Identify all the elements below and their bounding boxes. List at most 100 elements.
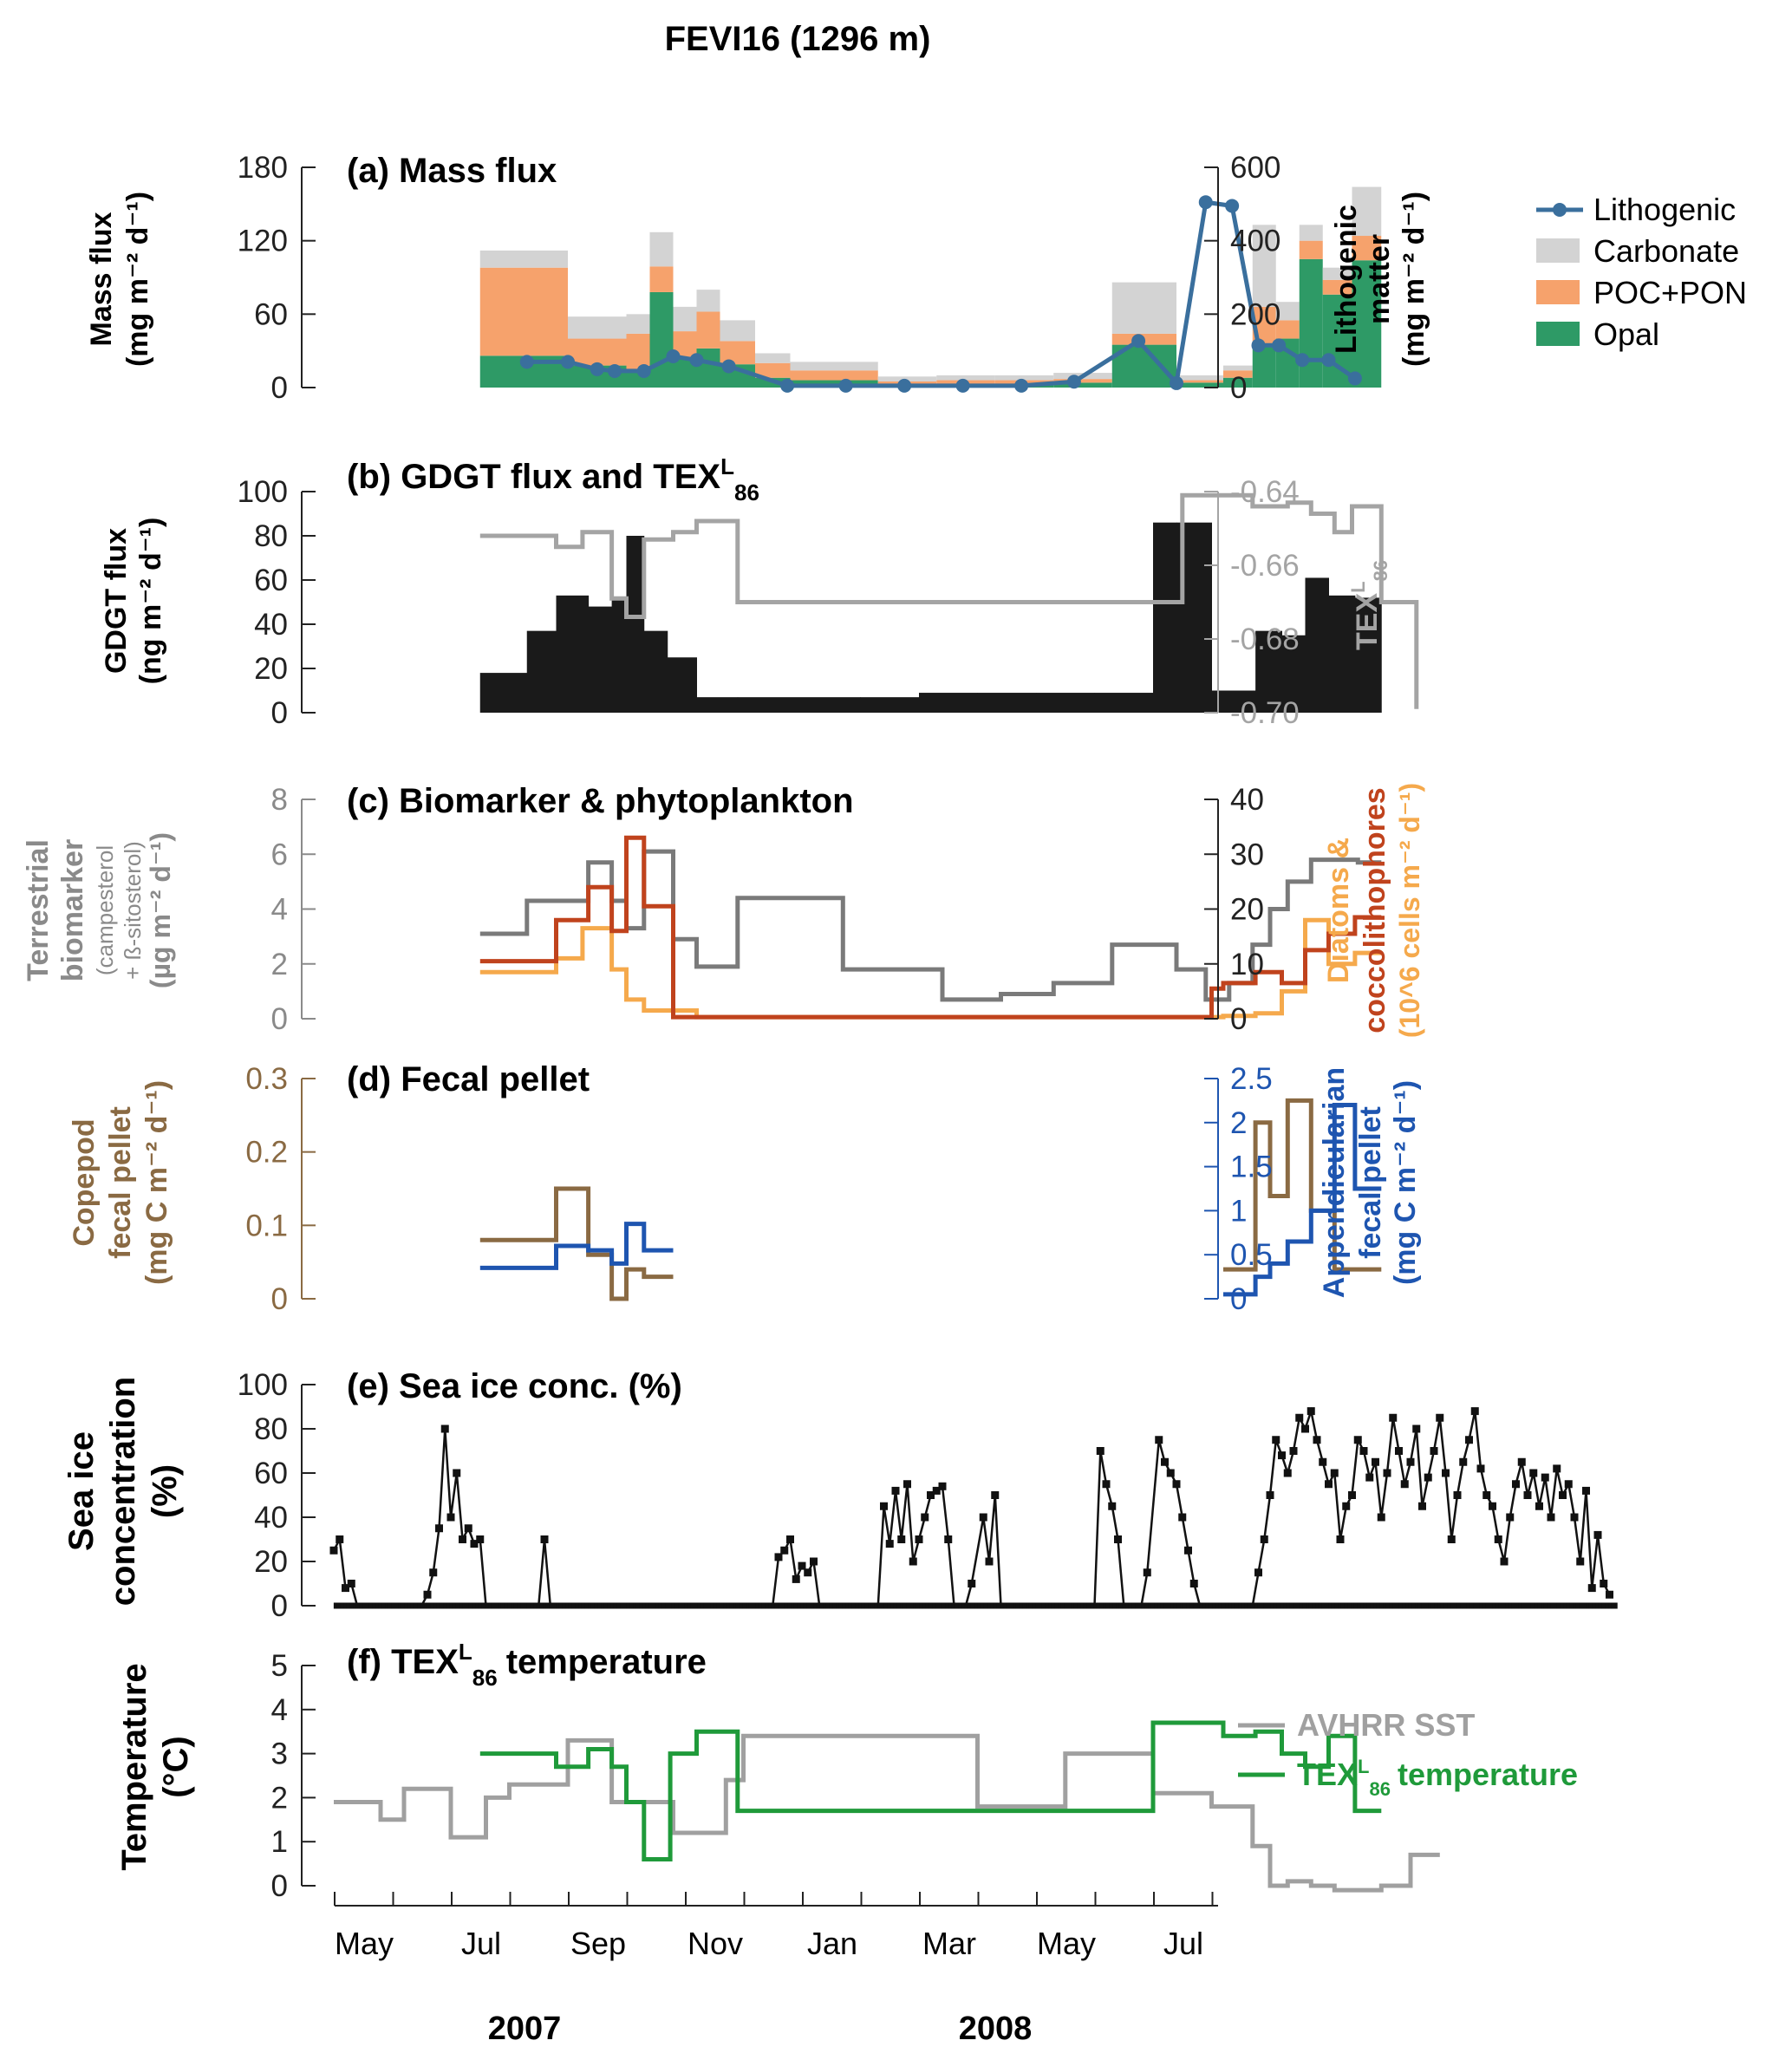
- seaice-zero-marker: [913, 1602, 920, 1609]
- seaice-zero-marker: [1286, 1602, 1293, 1609]
- seaice-zero-marker: [1138, 1602, 1144, 1609]
- seaice-zero-marker: [1015, 1602, 1022, 1609]
- gdgt-flux-bar: [588, 606, 613, 713]
- seaice-point: [1389, 1413, 1398, 1422]
- panel-b-right-tick-label: -0.64: [1230, 475, 1300, 509]
- seaice-zero-marker: [974, 1602, 981, 1609]
- seaice-zero-marker: [845, 1602, 852, 1609]
- seaice-zero-marker: [955, 1602, 961, 1609]
- seaice-zero-marker: [900, 1602, 907, 1609]
- seaice-zero-marker: [674, 1602, 681, 1609]
- seaice-zero-marker: [1241, 1602, 1248, 1609]
- seaice-point: [1353, 1436, 1362, 1444]
- gdgt-flux-bar: [1328, 595, 1356, 713]
- seaice-zero-marker: [1398, 1602, 1405, 1609]
- seaice-zero-marker: [729, 1602, 736, 1609]
- seaice-zero-marker: [1131, 1602, 1138, 1609]
- seaice-zero-marker: [336, 1602, 343, 1609]
- gdgt-flux-bar: [667, 657, 697, 713]
- seaice-zero-marker: [813, 1602, 820, 1609]
- seaice-zero-marker: [1199, 1602, 1206, 1609]
- seaice-zero-marker: [774, 1602, 781, 1609]
- seaice-point: [880, 1502, 888, 1510]
- panel-e-left-tick-label: 0: [271, 1589, 288, 1623]
- seaice-zero-marker: [1148, 1602, 1155, 1609]
- pocpon-bar: [755, 362, 791, 378]
- legend-tex-label: TEXL86 temperature: [1297, 1756, 1578, 1800]
- seaice-zero-marker: [771, 1602, 778, 1609]
- panel-c-ylabel-line1: Terrestrial: [22, 839, 55, 981]
- seaice-point: [921, 1513, 929, 1522]
- seaice-zero-marker: [449, 1602, 456, 1609]
- seaice-zero-marker: [961, 1602, 968, 1609]
- seaice-point: [1096, 1447, 1105, 1455]
- seaice-point: [1289, 1447, 1298, 1455]
- gdgt-flux-bar: [626, 536, 645, 713]
- seaice-zero-marker: [1026, 1602, 1033, 1609]
- lithogenic-point: [1295, 353, 1310, 368]
- seaice-zero-marker: [372, 1602, 379, 1609]
- seaice-zero-marker: [1556, 1602, 1563, 1609]
- seaice-zero-marker: [407, 1602, 414, 1609]
- seaice-point: [1529, 1469, 1538, 1477]
- seaice-zero-marker: [1502, 1602, 1509, 1609]
- seaice-zero-marker: [981, 1602, 987, 1609]
- gdgt-flux-bar: [1255, 630, 1282, 713]
- seaice-zero-marker: [1267, 1602, 1274, 1609]
- pocpon-bar: [1352, 236, 1382, 261]
- seaice-zero-marker: [1064, 1602, 1071, 1609]
- seaice-zero-marker: [858, 1602, 865, 1609]
- seaice-zero-marker: [1235, 1602, 1241, 1609]
- pocpon-bar: [1275, 320, 1300, 339]
- seaice-zero-marker: [1000, 1602, 1007, 1609]
- carbonate-bar: [649, 231, 674, 267]
- seaice-zero-marker: [935, 1602, 942, 1609]
- seaice-zero-marker: [1073, 1602, 1080, 1609]
- panel-c-left-tick-label: 8: [271, 783, 288, 817]
- seaice-zero-marker: [701, 1602, 707, 1609]
- opal-bar: [1352, 260, 1382, 388]
- seaice-zero-marker: [1586, 1602, 1593, 1609]
- fecal-series: [479, 1098, 1382, 1301]
- seaice-zero-marker: [453, 1602, 459, 1609]
- seaice-point: [786, 1535, 794, 1543]
- seaice-zero-marker: [427, 1602, 433, 1609]
- gdgt-flux-bar: [1223, 690, 1256, 713]
- seaice-point: [1278, 1451, 1286, 1460]
- copepod-line-2008: [1223, 1098, 1382, 1272]
- panel-d-y2label-line3: (mg C m⁻² d⁻¹): [1389, 1080, 1422, 1285]
- seaice-point: [1512, 1480, 1520, 1489]
- seaice-zero-marker: [1543, 1602, 1550, 1609]
- seaice-point: [1453, 1491, 1462, 1499]
- appendicularian-line-2007: [479, 1222, 674, 1270]
- seaice-zero-marker: [466, 1602, 472, 1609]
- seaice-line: [332, 1406, 1611, 1607]
- seaice-zero-marker: [1054, 1602, 1061, 1609]
- seaice-point: [540, 1535, 549, 1543]
- seaice-zero-marker: [848, 1602, 855, 1609]
- seaice-zero-marker: [1550, 1602, 1557, 1609]
- gdgt-flux-bar: [1281, 635, 1306, 713]
- seaice-zero-marker: [478, 1602, 485, 1609]
- seaice-zero-marker: [832, 1602, 839, 1609]
- panel-c-ylabel-line3: (campesterol: [92, 845, 118, 975]
- seaice-zero-marker: [1537, 1602, 1544, 1609]
- seaice-zero-marker: [993, 1602, 1000, 1609]
- seaice-zero-marker: [1340, 1602, 1347, 1609]
- panel-b-right-tick-label: -0.68: [1230, 623, 1300, 656]
- seaice-zero-marker: [855, 1602, 862, 1609]
- seaice-zero-marker: [1575, 1602, 1582, 1609]
- seaice-point: [1108, 1502, 1117, 1510]
- seaice-point: [1336, 1535, 1345, 1543]
- seaice-point: [1155, 1436, 1163, 1444]
- gdgt-flux-bar: [643, 630, 668, 713]
- panel-e-ylabel-line2: concentration: [104, 1377, 142, 1606]
- seaice-point: [1500, 1557, 1509, 1566]
- seaice-zero-marker: [504, 1602, 511, 1609]
- seaice-zero-marker: [707, 1602, 714, 1609]
- seaice-point: [1418, 1502, 1426, 1510]
- carbonate-bar: [994, 375, 1054, 381]
- seaice-zero-marker: [1302, 1602, 1309, 1609]
- seaice-zero-marker: [1283, 1602, 1290, 1609]
- seaice-zero-marker: [842, 1602, 849, 1609]
